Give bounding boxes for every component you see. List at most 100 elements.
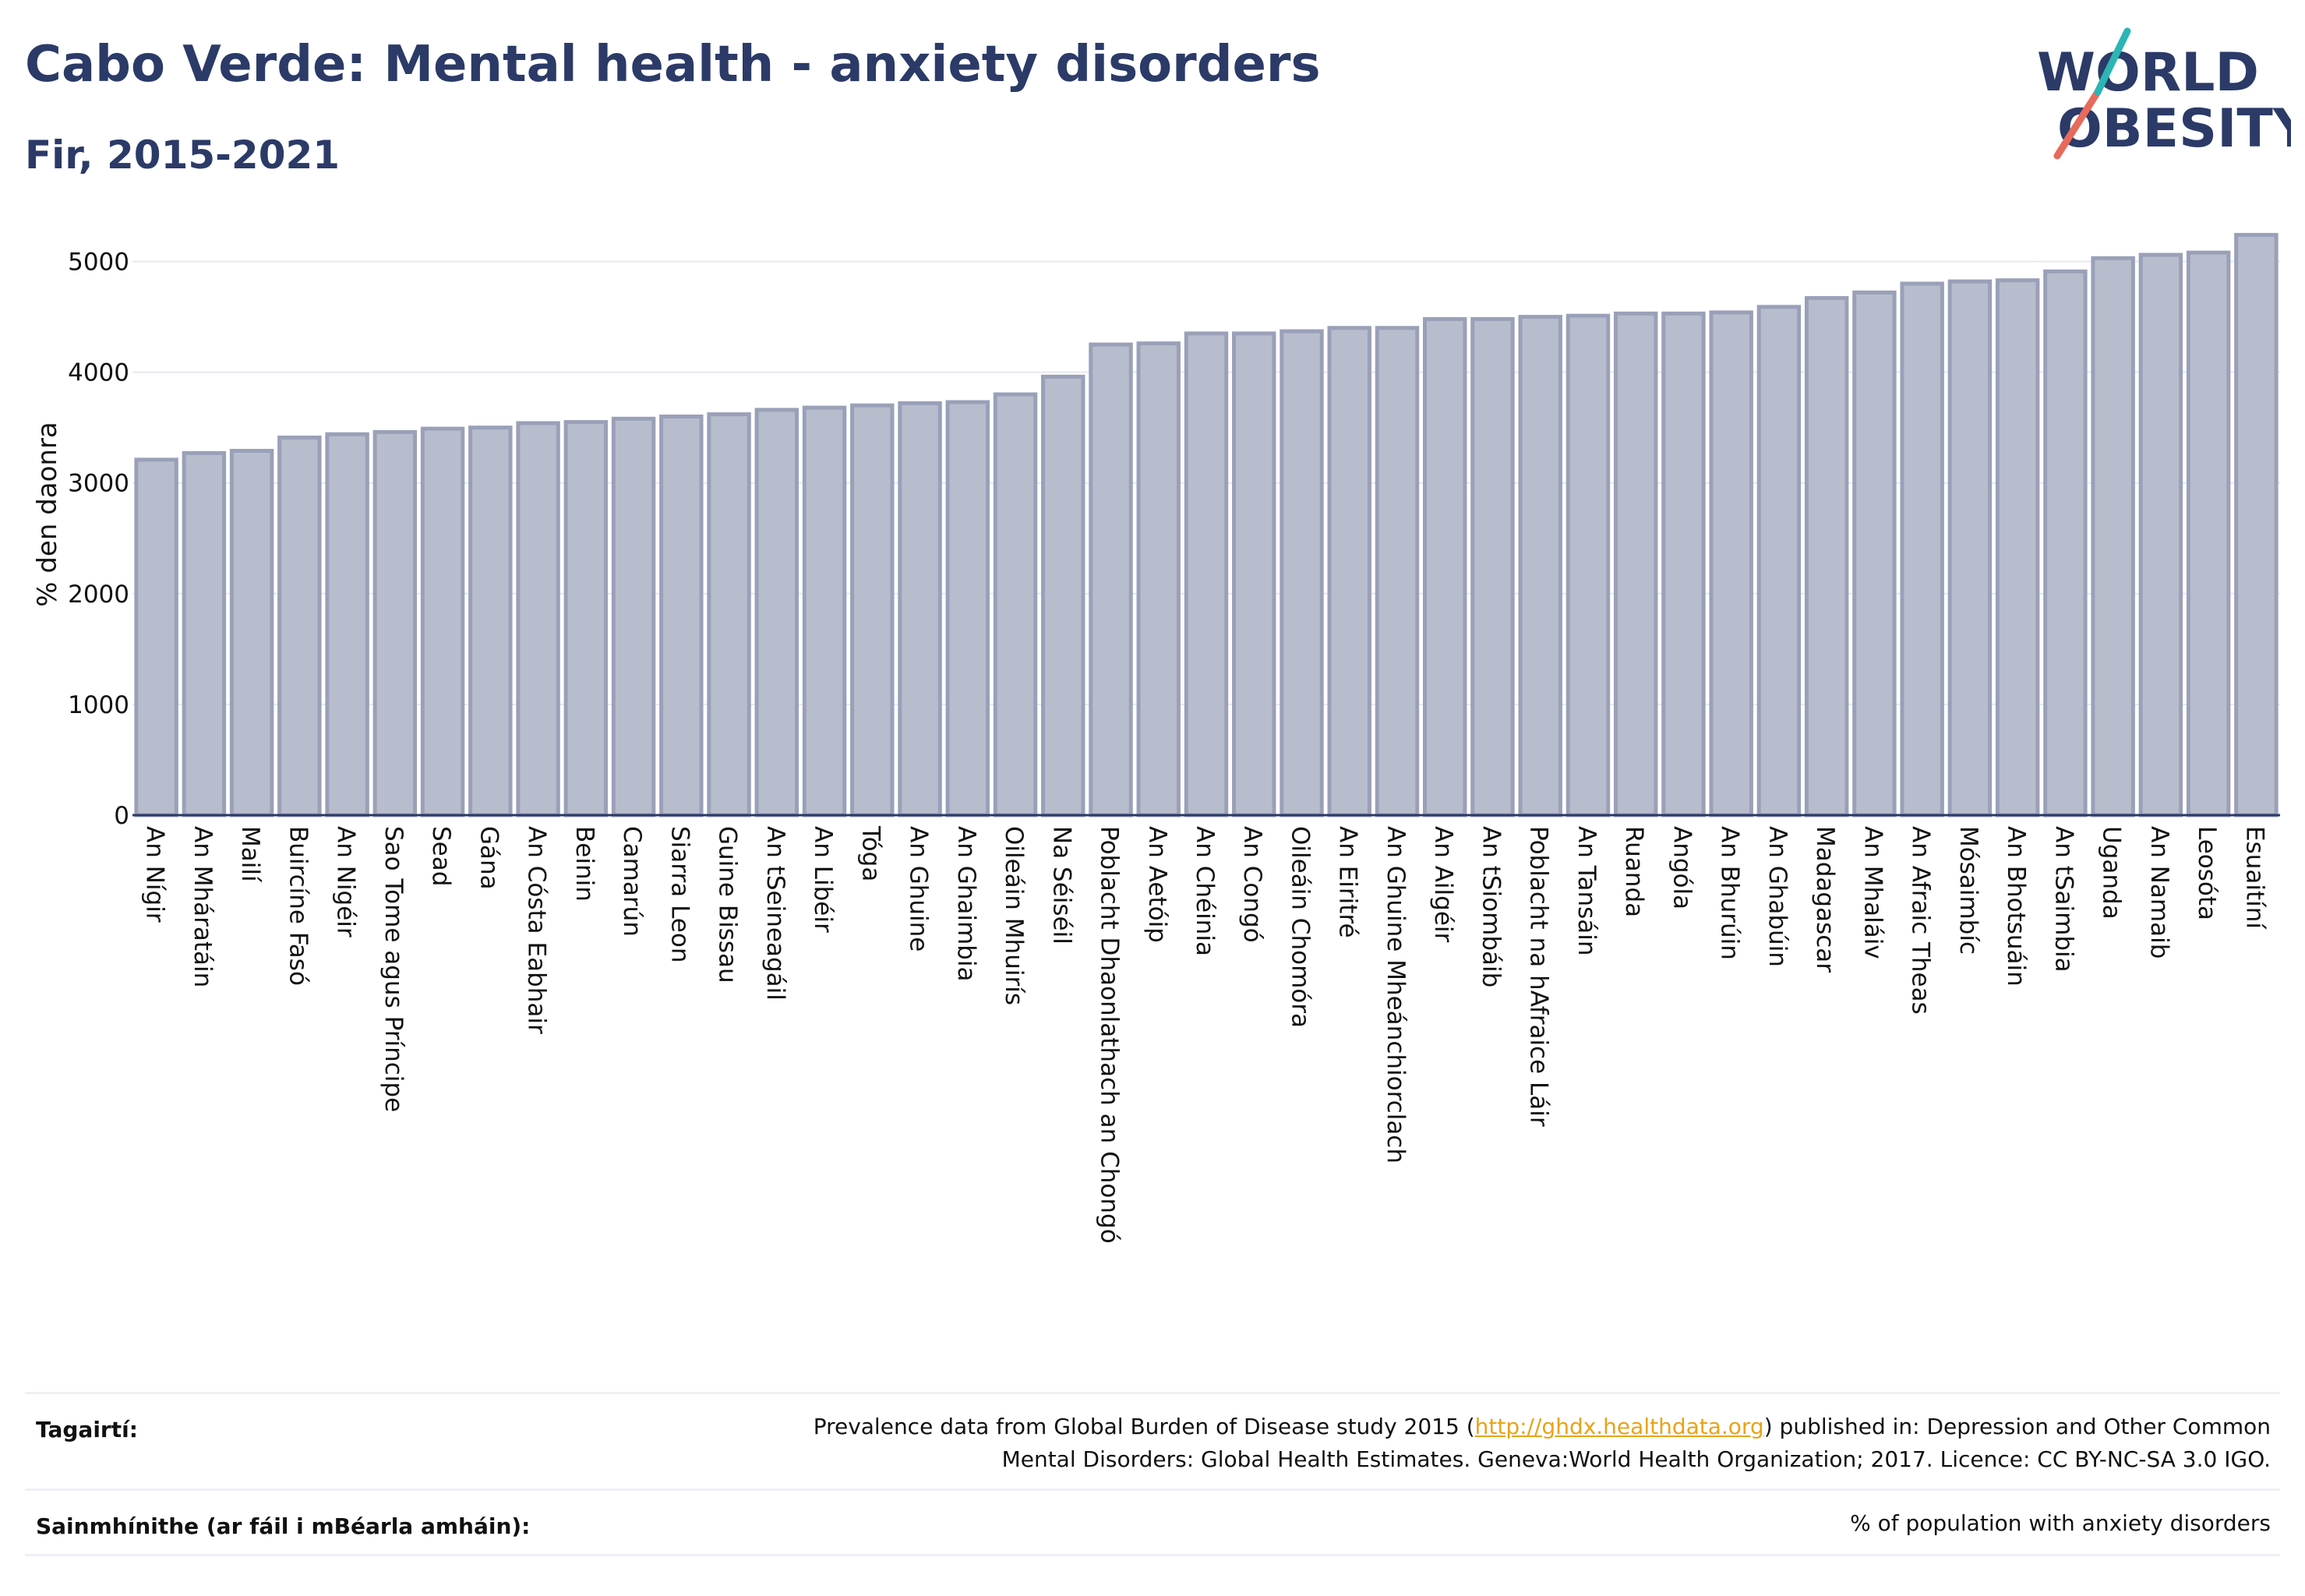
bar[interactable] <box>611 416 656 817</box>
bar[interactable] <box>1041 374 1085 817</box>
logo-word-world: WORLD <box>2037 42 2259 104</box>
bar[interactable] <box>2138 252 2183 817</box>
bar[interactable] <box>2091 256 2135 817</box>
bar[interactable] <box>1756 305 1802 817</box>
x-tick-label: Oileáin Chomóra <box>1286 826 1314 1028</box>
bar[interactable] <box>754 408 800 817</box>
bar[interactable] <box>1280 329 1324 817</box>
bar[interactable] <box>659 414 704 817</box>
x-tick-label: Sead <box>427 826 455 886</box>
x-tick-label: An Chéinia <box>1191 826 1219 956</box>
bar[interactable] <box>182 450 227 817</box>
bar[interactable] <box>563 420 609 817</box>
bar[interactable] <box>2186 250 2231 817</box>
x-tick-label: Angóla <box>1668 826 1696 909</box>
x-tick-label: Mailí <box>236 826 264 883</box>
x-tick-label: Mósaimbíc <box>1954 826 1982 955</box>
bar[interactable] <box>898 401 942 817</box>
bar[interactable] <box>802 405 847 817</box>
references-line-1: Prevalence data from Global Burden of Di… <box>814 1411 2271 1443</box>
bar[interactable] <box>1709 310 1753 817</box>
bar[interactable] <box>1232 331 1276 817</box>
x-tick-label: An Bhotsuáin <box>2002 826 2030 987</box>
bar[interactable] <box>1470 316 1515 817</box>
footer-divider-bottom <box>25 1554 2280 1556</box>
x-tick-label: Camarún <box>618 826 646 937</box>
world-obesity-logo: WORLD OBESITY <box>2037 27 2291 160</box>
x-tick-label: An Eiritré <box>1334 826 1362 938</box>
y-tick-label: 2000 <box>68 581 129 609</box>
x-tick-label: An Namaib <box>2145 826 2173 959</box>
bar[interactable] <box>1089 342 1133 817</box>
bar[interactable] <box>1900 281 1944 817</box>
bar[interactable] <box>1804 295 1849 817</box>
x-tick-label: Uganda <box>2098 826 2126 920</box>
bar[interactable] <box>372 429 418 817</box>
bar[interactable] <box>850 403 895 817</box>
bar[interactable] <box>1947 279 1993 817</box>
bar[interactable] <box>1565 313 1611 817</box>
references-line-2: Mental Disorders: Global Health Estimate… <box>1001 1446 2271 1472</box>
bar[interactable] <box>707 412 751 817</box>
x-tick-label: An Cósta Eabhair <box>523 826 551 1034</box>
x-tick-label: Beinin <box>570 826 598 902</box>
y-tick-label: 5000 <box>68 249 129 277</box>
references-link[interactable]: http://ghdx.healthdata.org <box>1474 1414 1764 1439</box>
bar[interactable] <box>1375 326 1420 817</box>
bar[interactable] <box>516 421 560 817</box>
x-tick-label: Esuaitíní <box>2240 826 2268 930</box>
bar[interactable] <box>2043 269 2088 817</box>
bar[interactable] <box>1852 290 1897 817</box>
x-tick-label: An Bhurúin <box>1716 826 1744 960</box>
bar[interactable] <box>993 392 1038 817</box>
bar[interactable] <box>1613 311 1658 817</box>
y-tick-label: 3000 <box>68 470 129 498</box>
bar[interactable] <box>1518 315 1562 817</box>
references-line-1-post: ) published in: Depression and Other Com… <box>1763 1414 2271 1439</box>
bar[interactable] <box>1422 316 1467 817</box>
x-tick-label: An Mhaláiv <box>1858 826 1887 959</box>
x-tick-label: An Mháratáin <box>189 826 217 987</box>
bar[interactable] <box>1184 331 1229 817</box>
bar[interactable] <box>277 435 322 817</box>
x-tick-label: An Ghaimbia <box>952 826 980 981</box>
bar[interactable] <box>1136 341 1181 817</box>
x-tick-label: Siarra Leon <box>665 826 694 963</box>
y-axis-label: % den daonra <box>32 422 63 607</box>
bar[interactable] <box>134 457 178 817</box>
bar[interactable] <box>2234 232 2279 817</box>
bar[interactable] <box>468 425 513 817</box>
x-tick-label: An tSaimbia <box>2049 826 2077 973</box>
bar[interactable] <box>945 400 990 817</box>
bar[interactable] <box>420 426 465 817</box>
logo-slash-coral <box>2053 88 2102 160</box>
x-tick-label: Oileáin Mhuirís <box>1000 826 1028 1005</box>
bar[interactable] <box>229 449 274 817</box>
y-tick-label: 1000 <box>68 691 129 719</box>
x-tick-label: An Tansáin <box>1573 826 1601 956</box>
x-tick-label: An Afraic Theas <box>1907 826 1935 1015</box>
footer-divider-top <box>25 1392 2280 1394</box>
x-tick-label: An Congó <box>1238 826 1266 943</box>
y-tick-label: 0 <box>114 802 129 830</box>
bar[interactable] <box>1327 326 1371 817</box>
x-tick-label: Leosóta <box>2193 826 2221 920</box>
x-tick-label: Sao Tome agus Príncipe <box>379 826 408 1112</box>
x-tick-label: An tSeineagáil <box>761 826 789 1001</box>
x-tick-label: Poblacht Dhaonlathach an Chongó <box>1096 826 1124 1244</box>
logo-word-obesity: OBESITY <box>2057 98 2291 160</box>
definitions-label: Sainmhínithe (ar fáil i mBéarla amháin): <box>36 1513 531 1539</box>
bar-chart: 0 1000 2000 3000 4000 5000 An Nígir An Mháratá… <box>32 232 2280 1244</box>
x-tick-label: An Nígir <box>141 826 169 923</box>
x-tick-label: Ruanda <box>1620 826 1648 917</box>
bar[interactable] <box>325 432 369 817</box>
x-tick-label: Na Séiséil <box>1047 826 1075 945</box>
references-label: Tagairtí: <box>36 1417 138 1442</box>
y-tick-label: 4000 <box>68 359 129 387</box>
chart-title: Cabo Verde: Mental health - anxiety diso… <box>25 36 1321 94</box>
x-tick-label: An Nigéir <box>332 826 360 937</box>
bar[interactable] <box>1995 278 2040 817</box>
x-tick-label: An Libéir <box>809 826 837 933</box>
chart-subtitle: Fir, 2015-2021 <box>25 132 341 178</box>
bar[interactable] <box>1661 311 1706 817</box>
